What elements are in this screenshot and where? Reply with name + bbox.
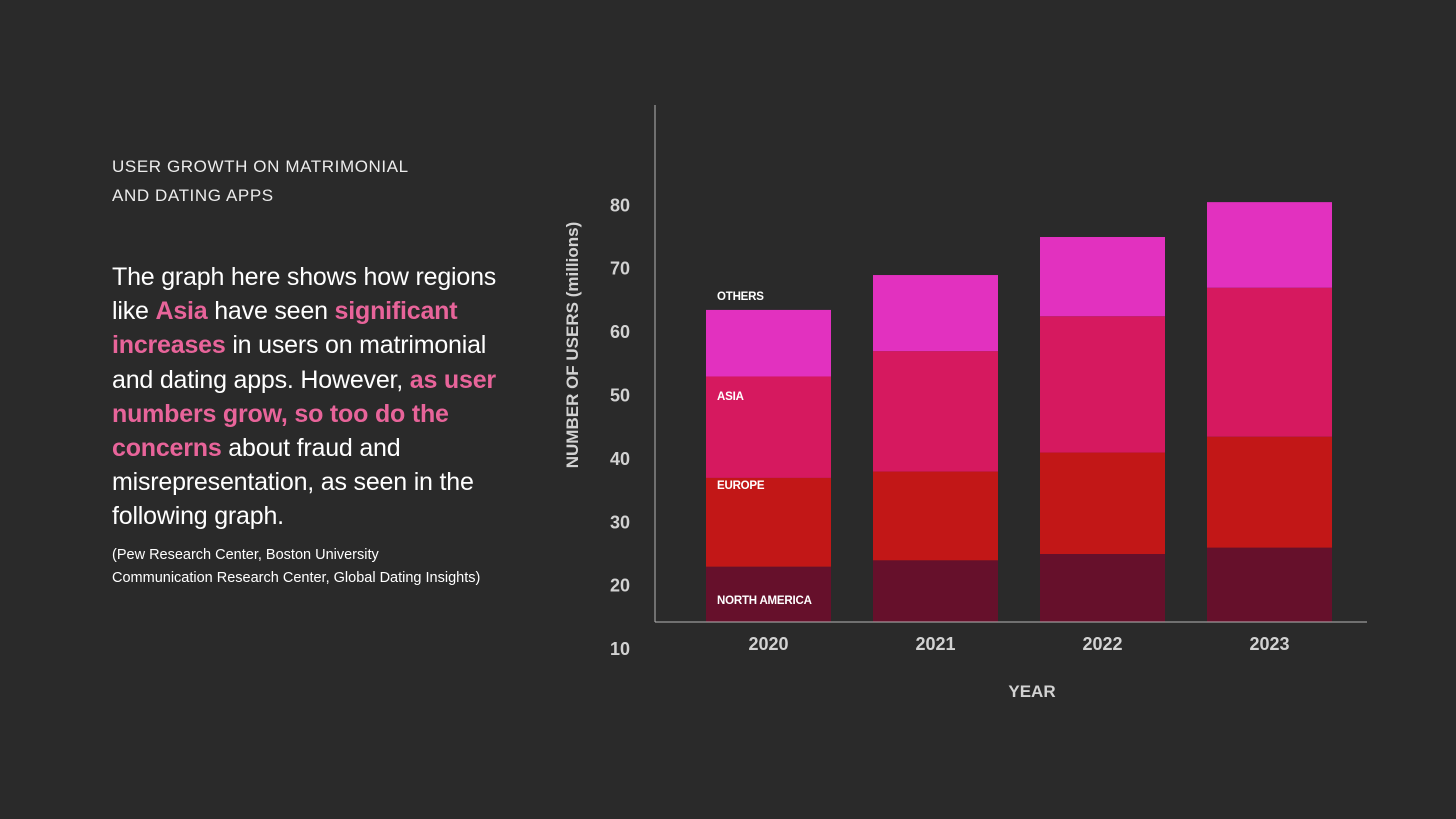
- highlight-asia: Asia: [155, 297, 208, 326]
- bar-segment-2020-europe: [706, 477, 831, 567]
- bar-segment-2023-europe: [1207, 436, 1332, 548]
- bar-segment-2023-asia: [1207, 287, 1332, 437]
- y-tick-label-30: 30: [610, 512, 630, 532]
- description-text-1: The graph here shows how regions like: [112, 263, 497, 326]
- bar-segment-2020-others: [706, 309, 831, 377]
- kicker-line-1: USER GROWTH ON MATRIMONIAL: [112, 157, 409, 176]
- source-line-1: (Pew Research Center, Boston University: [112, 546, 379, 563]
- description-paragraph: The graph here shows how regions like As…: [112, 260, 532, 534]
- series-label-north-america: NORTH AMERICA: [717, 595, 812, 607]
- y-tick-label-80: 80: [610, 195, 630, 215]
- bar-segment-2021-europe: [873, 471, 998, 561]
- source-citation: (Pew Research Center, Boston University …: [112, 544, 532, 590]
- series-label-others: OTHERS: [717, 291, 764, 303]
- bar-segment-2021-north-america: [873, 560, 998, 622]
- series-label-europe: EUROPE: [717, 480, 765, 492]
- description-text-2: have seen: [207, 297, 335, 326]
- y-tick-label-50: 50: [610, 386, 630, 406]
- x-tick-label-2023: 2023: [1249, 634, 1289, 654]
- y-tick-label-20: 20: [610, 576, 630, 596]
- bar-segment-2022-asia: [1040, 316, 1165, 453]
- highlight-concerns: as user numbers grow, so too do the conc…: [112, 365, 496, 463]
- series-label-asia: ASIA: [717, 391, 744, 403]
- x-axis-title: YEAR: [1008, 682, 1055, 701]
- x-tick-label-2022: 2022: [1082, 634, 1122, 654]
- source-line-2: Communication Research Center, Global Da…: [112, 569, 481, 586]
- description-text-4: about fraud and misrepresentation, as se…: [112, 434, 474, 531]
- text-panel: USER GROWTH ON MATRIMONIAL AND DATING AP…: [112, 152, 532, 590]
- y-axis-title: NUMBER OF USERS (millions): [563, 222, 582, 469]
- y-tick-label-70: 70: [610, 259, 630, 279]
- bar-segment-2022-north-america: [1040, 554, 1165, 622]
- x-tick-label-2020: 2020: [748, 634, 788, 654]
- kicker-line-2: AND DATING APPS: [112, 186, 274, 205]
- x-tick-label-2021: 2021: [915, 634, 955, 654]
- bar-segment-2023-others: [1207, 202, 1332, 288]
- description-text-3: in users on matrimonial and dating apps.…: [112, 331, 487, 394]
- y-tick-label-10: 10: [610, 639, 630, 659]
- bar-segment-2022-europe: [1040, 452, 1165, 554]
- bar-segment-2020-north-america: [706, 566, 831, 622]
- bar-segment-2021-others: [873, 275, 998, 352]
- highlight-significant-increases: significant increases: [112, 297, 458, 360]
- bar-segment-2020-asia: [706, 376, 831, 478]
- y-tick-label-40: 40: [610, 449, 630, 469]
- bar-segment-2021-asia: [873, 351, 998, 472]
- y-tick-label-60: 60: [610, 322, 630, 342]
- bar-segment-2022-others: [1040, 237, 1165, 317]
- bar-segment-2023-north-america: [1207, 547, 1332, 622]
- section-kicker: USER GROWTH ON MATRIMONIAL AND DATING AP…: [112, 152, 532, 210]
